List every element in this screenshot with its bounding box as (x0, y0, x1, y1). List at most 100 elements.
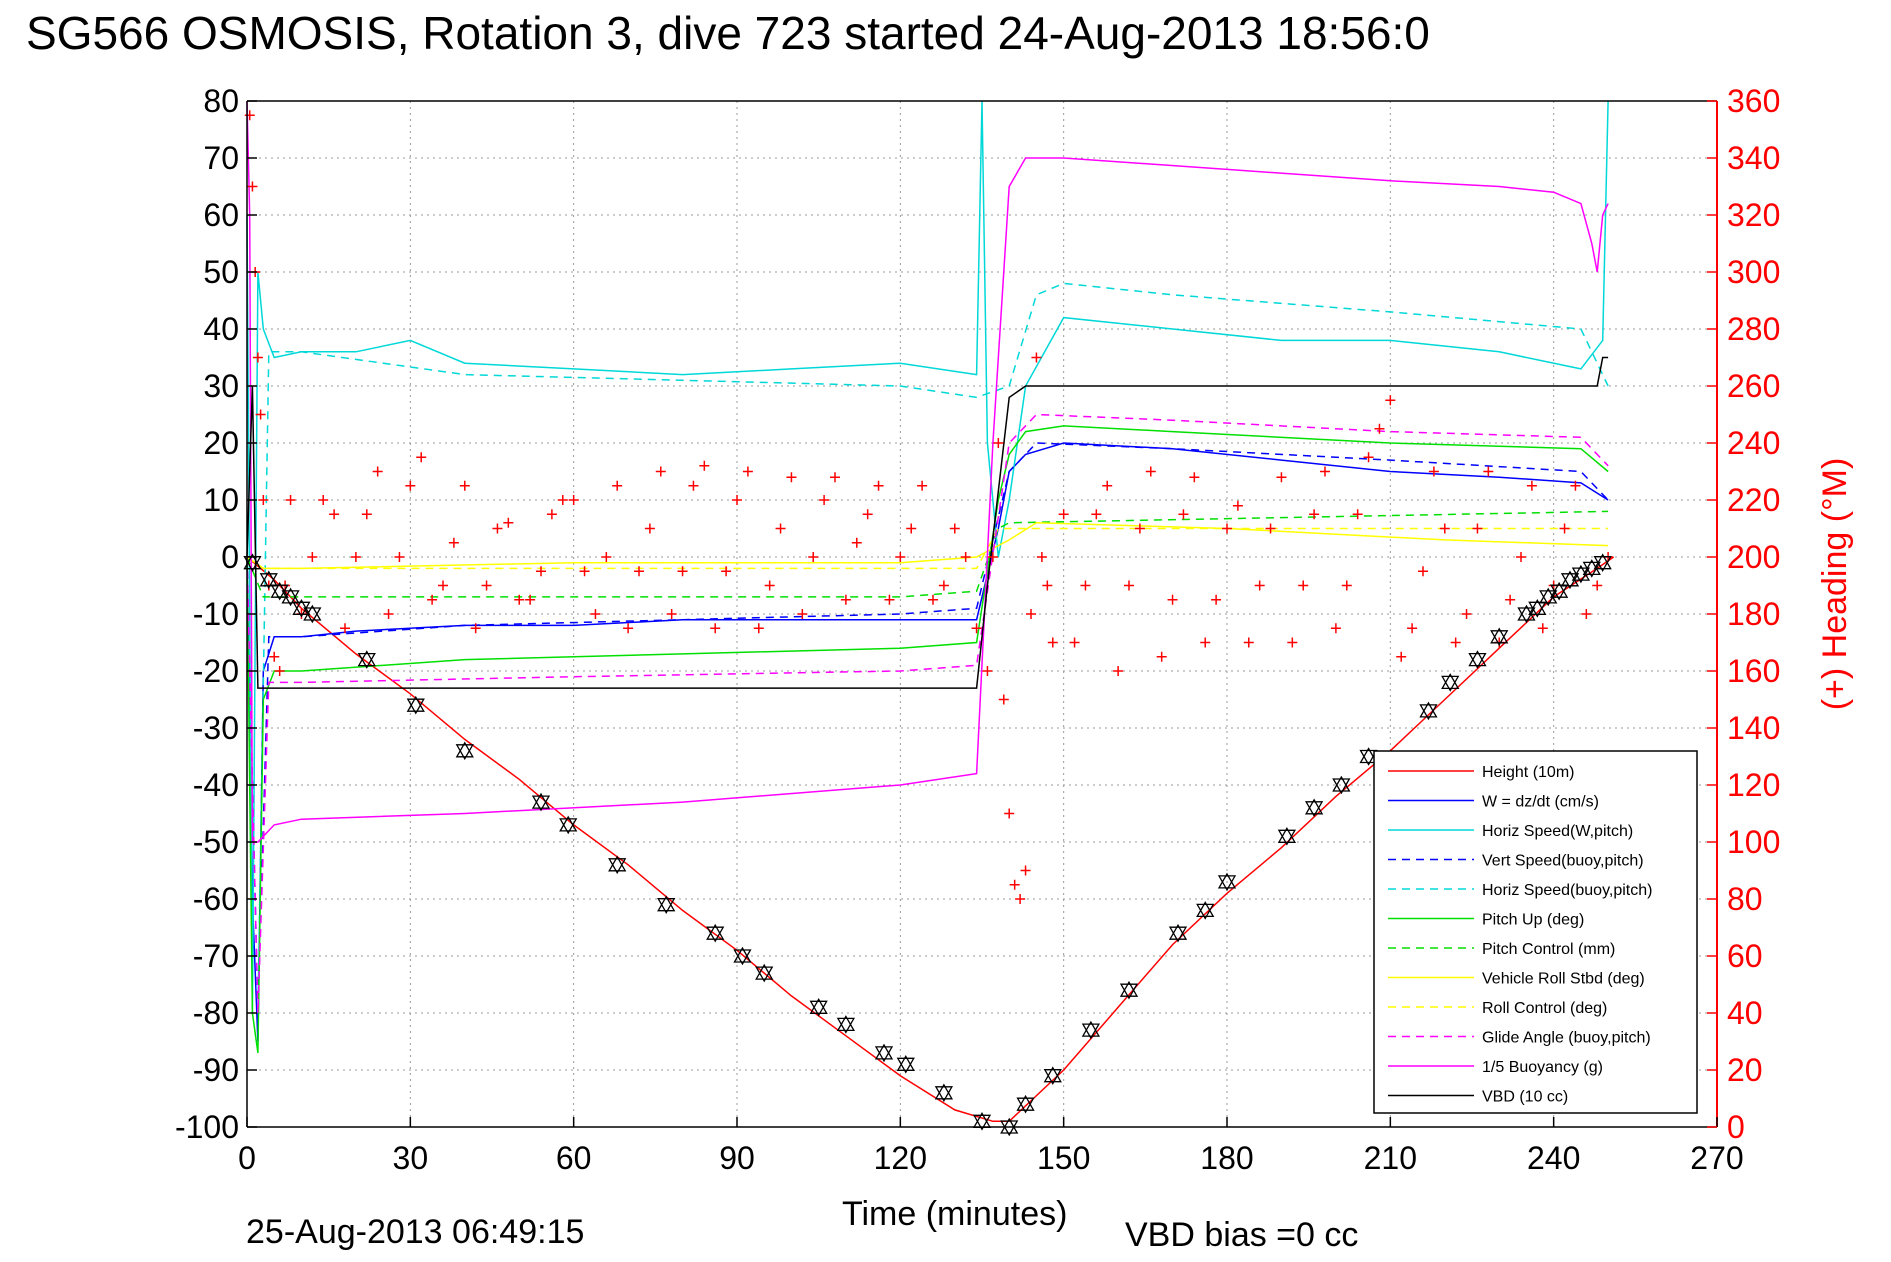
heading-point (797, 609, 808, 619)
y2-tick-label: 280 (1727, 311, 1780, 347)
heading-point (557, 495, 568, 505)
y-tick-label: -40 (193, 767, 239, 803)
heading-point (808, 552, 819, 562)
y2-tick-label: 180 (1727, 596, 1780, 632)
y2-tick-label: 20 (1727, 1052, 1763, 1088)
heading-point (1113, 666, 1124, 676)
heading-point (721, 566, 732, 577)
heading-point (1461, 609, 1472, 619)
depth-marker (934, 1083, 954, 1103)
x-tick-label: 240 (1527, 1140, 1580, 1176)
y-tick-label: -10 (193, 596, 239, 632)
depth-marker (1304, 798, 1324, 818)
depth-marker (1168, 923, 1188, 943)
heading-point (258, 495, 269, 505)
heading-point (1243, 637, 1254, 648)
legend-entry: Height (10m) (1482, 764, 1574, 781)
depth-marker (1119, 980, 1139, 1000)
heading-point (1276, 472, 1287, 483)
heading-point (1178, 509, 1189, 520)
series-line-5 (246, 425, 1609, 1054)
depth-marker (531, 792, 551, 812)
depth-marker (874, 1043, 894, 1063)
heading-point (1428, 466, 1439, 477)
heading-point (1124, 580, 1134, 591)
depth-marker (657, 895, 676, 915)
heading-point (1047, 637, 1058, 648)
heading-point (383, 609, 394, 619)
y-tick-label: 10 (203, 482, 239, 518)
y2-axis-label: (+) Heading (°M) (1816, 458, 1854, 711)
heading-point (634, 566, 644, 577)
heading-point (1363, 452, 1374, 463)
heading-point (906, 523, 917, 534)
series-line-3 (246, 442, 1609, 1014)
heading-point (1287, 637, 1298, 648)
heading-point (481, 580, 492, 591)
depth-marker (406, 695, 425, 715)
series-line-11 (246, 356, 1609, 689)
heading-point (252, 352, 263, 363)
heading-point (1091, 509, 1102, 520)
heading-point (732, 495, 742, 505)
heading-point (1385, 395, 1396, 406)
heading-point (1309, 509, 1320, 520)
heading-point (405, 480, 416, 491)
legend-entry: Horiz Speed(W,pitch) (1482, 823, 1633, 840)
depth-marker (608, 855, 627, 875)
legend-entry: 1/5 Buoyancy (g) (1482, 1059, 1603, 1076)
heading-point (949, 523, 960, 534)
heading-point (1320, 466, 1330, 477)
y2-tick-label: 340 (1727, 140, 1780, 176)
heading-point (819, 495, 830, 505)
y2-tick-label: 60 (1727, 938, 1763, 974)
y-tick-label: 60 (203, 197, 239, 233)
heading-point (1020, 865, 1031, 876)
heading-point (1439, 523, 1450, 534)
depth-marker (303, 604, 322, 624)
depth-marker (1081, 1020, 1101, 1040)
y-tick-label: -30 (193, 710, 239, 746)
x-tick-label: 120 (874, 1140, 927, 1176)
y2-tick-label: 0 (1727, 1109, 1745, 1145)
depth-marker (1196, 901, 1215, 920)
y2-tick-label: 240 (1727, 425, 1780, 461)
legend-entry: Pitch Control (mm) (1482, 941, 1615, 958)
heading-point (1374, 423, 1385, 434)
heading-point (753, 623, 764, 634)
heading-point (928, 594, 938, 605)
heading-point (971, 623, 982, 634)
y2-tick-label: 40 (1727, 995, 1763, 1031)
heading-point (677, 566, 688, 577)
heading-point (1058, 509, 1069, 520)
heading-point (1526, 480, 1537, 491)
depth-marker (259, 570, 278, 590)
legend: Height (10m) W = dz/dt (cm/s) Horiz Speed(… (1373, 750, 1698, 1114)
depth-marker (896, 1054, 915, 1074)
depth-marker (455, 741, 474, 761)
y-tick-label: -70 (193, 938, 239, 974)
x-tick-label: 270 (1690, 1140, 1743, 1176)
heading-point (255, 409, 266, 420)
depth-marker (1016, 1094, 1035, 1114)
heading-point (247, 181, 258, 192)
heading-point (1352, 509, 1363, 520)
depth-marker (1468, 650, 1487, 669)
depth-marker (733, 946, 752, 966)
y-tick-label: 50 (203, 254, 239, 290)
heading-point (372, 466, 383, 477)
depth-marker (809, 997, 828, 1017)
heading-point (612, 480, 623, 491)
y-tick-label: -90 (193, 1052, 239, 1088)
y2-tick-label: 320 (1727, 197, 1780, 233)
heading-point (1200, 637, 1211, 648)
axes: 0 30 60 90 120 150 180 210 240 270-100-90-80-70-6… (175, 83, 1854, 1176)
heading-point (568, 495, 579, 505)
heading-point (840, 594, 851, 605)
series-line-10 (246, 100, 1609, 843)
heading-point (699, 460, 710, 471)
heading-point (546, 509, 557, 520)
legend-entry: Horiz Speed(buoy,pitch) (1482, 882, 1652, 899)
